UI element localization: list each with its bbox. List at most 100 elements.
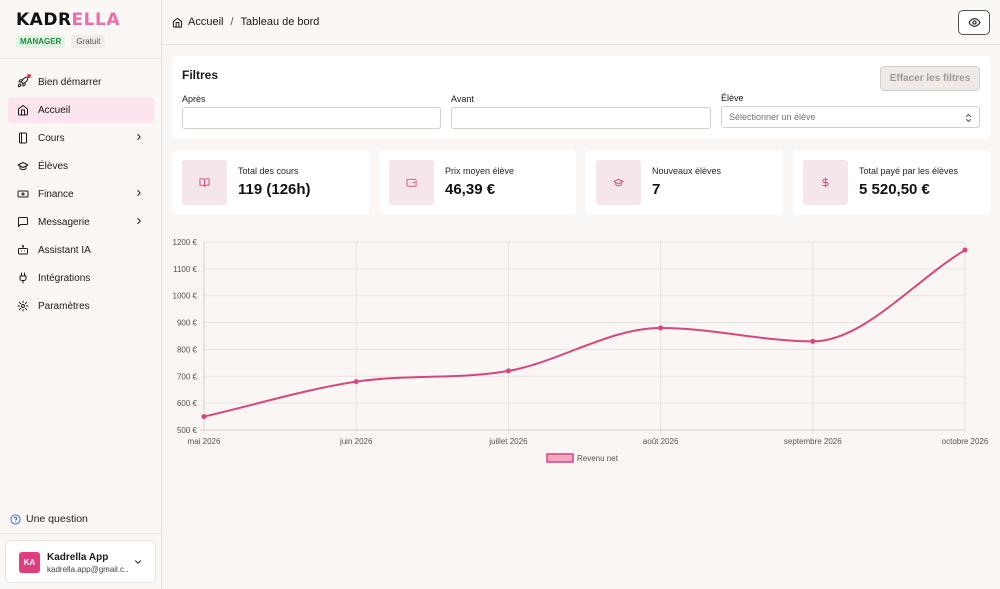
y-tick-label: 600 € <box>177 399 198 408</box>
sidebar-nav: Bien démarrer Accueil Cours Élèves Fi <box>8 69 154 321</box>
sidebar-divider <box>0 533 161 534</box>
breadcrumb-root[interactable]: Accueil <box>188 16 224 28</box>
sidebar-item-finance[interactable]: Finance <box>8 181 154 207</box>
sidebar-item-parametres[interactable]: Paramètres <box>8 293 154 319</box>
data-point <box>962 247 968 253</box>
stat-label: Nouveaux élèves <box>652 166 722 176</box>
filters-title: Filtres <box>182 68 219 82</box>
sidebar-item-accueil[interactable]: Accueil <box>8 97 154 123</box>
top-bar: Accueil / Tableau de bord <box>162 0 1000 45</box>
y-tick-label: 800 € <box>177 345 198 354</box>
after-date-input[interactable] <box>182 107 441 129</box>
x-tick-label: mai 2026 <box>188 437 221 446</box>
user-menu[interactable]: KA Kadrella App kadrella.app@gmail.c... <box>5 540 156 583</box>
series-line-revenu-net <box>203 249 966 418</box>
bot-icon <box>17 244 29 256</box>
sidebar-item-assistant-ia[interactable]: Assistant IA <box>8 237 154 263</box>
x-tick-label: juillet 2026 <box>488 437 528 446</box>
brand-logo-part2: ELLA <box>71 10 120 30</box>
breadcrumb-current: Tableau de bord <box>240 16 320 28</box>
x-tick-label: octobre 2026 <box>942 437 989 446</box>
sidebar-item-label: Cours <box>38 132 65 144</box>
sidebar-item-label: Élèves <box>38 160 69 172</box>
graduation-cap-icon <box>596 160 641 205</box>
data-point <box>658 325 664 331</box>
sidebar-divider <box>0 58 161 59</box>
before-label: Avant <box>451 94 474 104</box>
sidebar-item-eleves[interactable]: Élèves <box>8 153 154 179</box>
y-tick-label: 1200 € <box>173 238 198 247</box>
plug-icon <box>17 272 29 284</box>
chevrons-up-down-icon <box>966 114 971 122</box>
filters-panel: Filtres Effacer les filtres Après Avant … <box>172 56 990 139</box>
legend-label: Revenu net <box>577 454 619 463</box>
sidebar-item-label: Finance <box>38 188 74 200</box>
breadcrumb-separator: / <box>230 16 234 28</box>
home-icon <box>172 17 183 28</box>
eye-icon <box>968 18 980 27</box>
chevron-right-icon <box>137 134 141 140</box>
after-label: Après <box>182 94 206 104</box>
before-date-input[interactable] <box>451 107 711 129</box>
wallet-icon <box>389 160 434 205</box>
y-tick-label: 500 € <box>177 426 198 435</box>
breadcrumb: Accueil / Tableau de bord <box>172 16 319 28</box>
stat-value: 7 <box>652 181 661 198</box>
clear-filters-button[interactable]: Effacer les filtres <box>880 66 980 91</box>
plan-badge: Gratuit <box>71 35 106 48</box>
help-link[interactable]: Une question <box>10 513 88 525</box>
sidebar-item-cours[interactable]: Cours <box>8 125 154 151</box>
chevron-right-icon <box>137 218 141 224</box>
user-name: Kadrella App <box>47 552 109 563</box>
sidebar-item-label: Paramètres <box>38 300 90 312</box>
sidebar-item-label: Accueil <box>38 104 71 116</box>
user-email: kadrella.app@gmail.c... <box>47 565 129 574</box>
stat-label: Total des cours <box>238 166 299 176</box>
stat-label: Total payé par les élèves <box>859 166 959 176</box>
sidebar-item-label: Messagerie <box>38 216 90 228</box>
student-label: Élève <box>721 93 744 103</box>
x-tick-label: août 2026 <box>643 437 679 446</box>
sidebar-item-messagerie[interactable]: Messagerie <box>8 209 154 235</box>
x-tick-label: septembre 2026 <box>784 437 842 446</box>
stat-value: 46,39 € <box>445 181 496 198</box>
avatar: KA <box>19 552 40 573</box>
stat-label: Prix moyen élève <box>445 166 515 176</box>
data-point <box>505 368 511 374</box>
rocket-icon <box>17 76 29 88</box>
role-badge: MANAGER <box>16 35 66 48</box>
student-select[interactable]: Sélectionner un élève <box>721 106 980 128</box>
brand-logo-part1: KADR <box>16 10 72 30</box>
student-select-placeholder: Sélectionner un élève <box>729 112 816 122</box>
sidebar-item-label: Assistant IA <box>38 244 91 256</box>
sidebar-item-bien-demarrer[interactable]: Bien démarrer <box>8 69 154 95</box>
home-icon <box>17 104 29 116</box>
y-tick-label: 1100 € <box>173 265 197 274</box>
chevron-right-icon <box>137 190 141 196</box>
revenue-line-chart: 500 € 600 € 700 € 800 € 900 € 1000 € 1100 € 120… <box>173 238 989 463</box>
data-point <box>810 338 816 344</box>
stat-card-nouveaux-eleves: Nouveaux élèves 7 <box>586 150 783 215</box>
plan-badges: MANAGER Gratuit <box>16 35 106 48</box>
help-label: Une question <box>26 513 88 525</box>
sidebar-item-integrations[interactable]: Intégrations <box>8 265 154 291</box>
data-point <box>353 379 359 385</box>
sidebar-item-label: Bien démarrer <box>38 76 102 88</box>
visibility-toggle-button[interactable] <box>958 10 990 35</box>
stat-value: 119 (126h) <box>238 181 311 198</box>
message-square-icon <box>17 216 29 228</box>
y-tick-label: 1000 € <box>173 292 198 301</box>
stat-card-total-cours: Total des cours 119 (126h) <box>172 150 369 215</box>
legend-swatch <box>546 453 574 463</box>
settings-gear-icon <box>17 300 29 312</box>
y-tick-label: 900 € <box>177 319 198 328</box>
book-icon <box>17 132 29 144</box>
x-tick-label: juin 2026 <box>339 437 373 446</box>
banknote-icon <box>17 188 29 200</box>
help-circle-icon <box>10 513 21 525</box>
notification-dot <box>27 74 31 78</box>
data-point <box>201 414 207 420</box>
sidebar-item-label: Intégrations <box>38 272 91 284</box>
y-tick-label: 700 € <box>177 372 198 381</box>
brand-logo[interactable]: KADRELLA <box>16 10 120 30</box>
